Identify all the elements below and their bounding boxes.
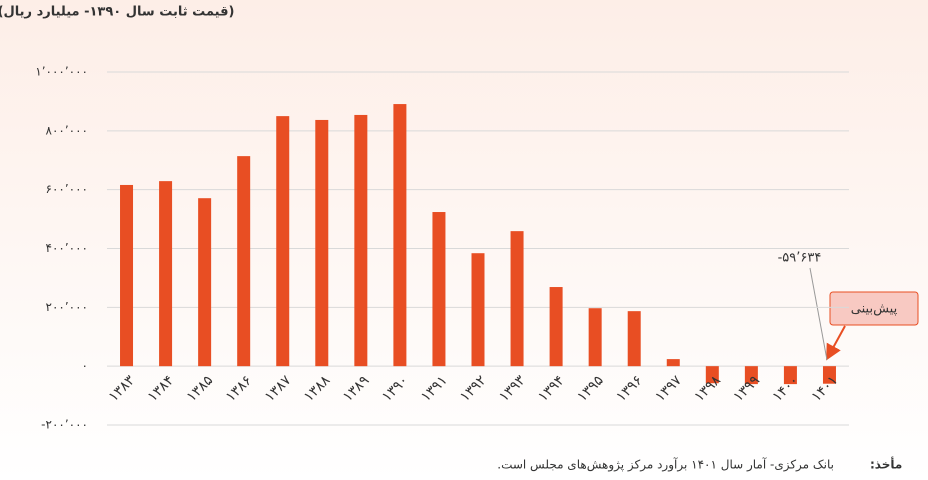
bar	[354, 114, 368, 367]
y-tick-label: ۱’۰۰۰’۰۰۰	[35, 65, 88, 79]
bar	[315, 119, 329, 367]
bar	[705, 366, 719, 384]
bar	[471, 253, 485, 367]
y-tick-label: ۰	[82, 359, 88, 373]
bar	[237, 156, 251, 367]
bar	[393, 104, 407, 367]
bar	[510, 231, 524, 367]
chart-title: (قیمت ثابت سال ۱۳۹۰- میلیارد ریال)	[0, 5, 234, 20]
label-leader	[809, 267, 828, 361]
bar	[666, 359, 680, 367]
y-tick-label: ۲۰۰’۰۰۰	[46, 300, 89, 314]
bar	[783, 366, 797, 385]
bar	[159, 181, 173, 367]
callout-arrow	[826, 325, 846, 361]
y-tick-label: ۴۰۰’۰۰۰	[46, 241, 89, 255]
y-tick-label: -۲۰۰’۰۰۰	[41, 418, 88, 432]
bar	[276, 116, 290, 367]
bar	[588, 308, 602, 367]
y-tick-label: ۸۰۰’۰۰۰	[46, 123, 89, 137]
bar	[432, 212, 446, 367]
y-tick-label: ۶۰۰’۰۰۰	[46, 182, 89, 196]
bar	[627, 311, 641, 367]
callout-box	[829, 291, 919, 326]
bar	[822, 366, 836, 384]
bar	[549, 287, 563, 367]
bar	[120, 184, 134, 367]
bar	[198, 198, 212, 367]
callout-text: پیش‌بینی	[851, 302, 898, 317]
value-label: -۵۹’۶۳۴	[778, 251, 822, 266]
bar	[744, 366, 758, 385]
source-text: بانک مرکزی- آمار سال ۱۴۰۱ برآورد مرکز پژ…	[497, 457, 834, 473]
source-label: مأخذ:	[870, 457, 902, 472]
